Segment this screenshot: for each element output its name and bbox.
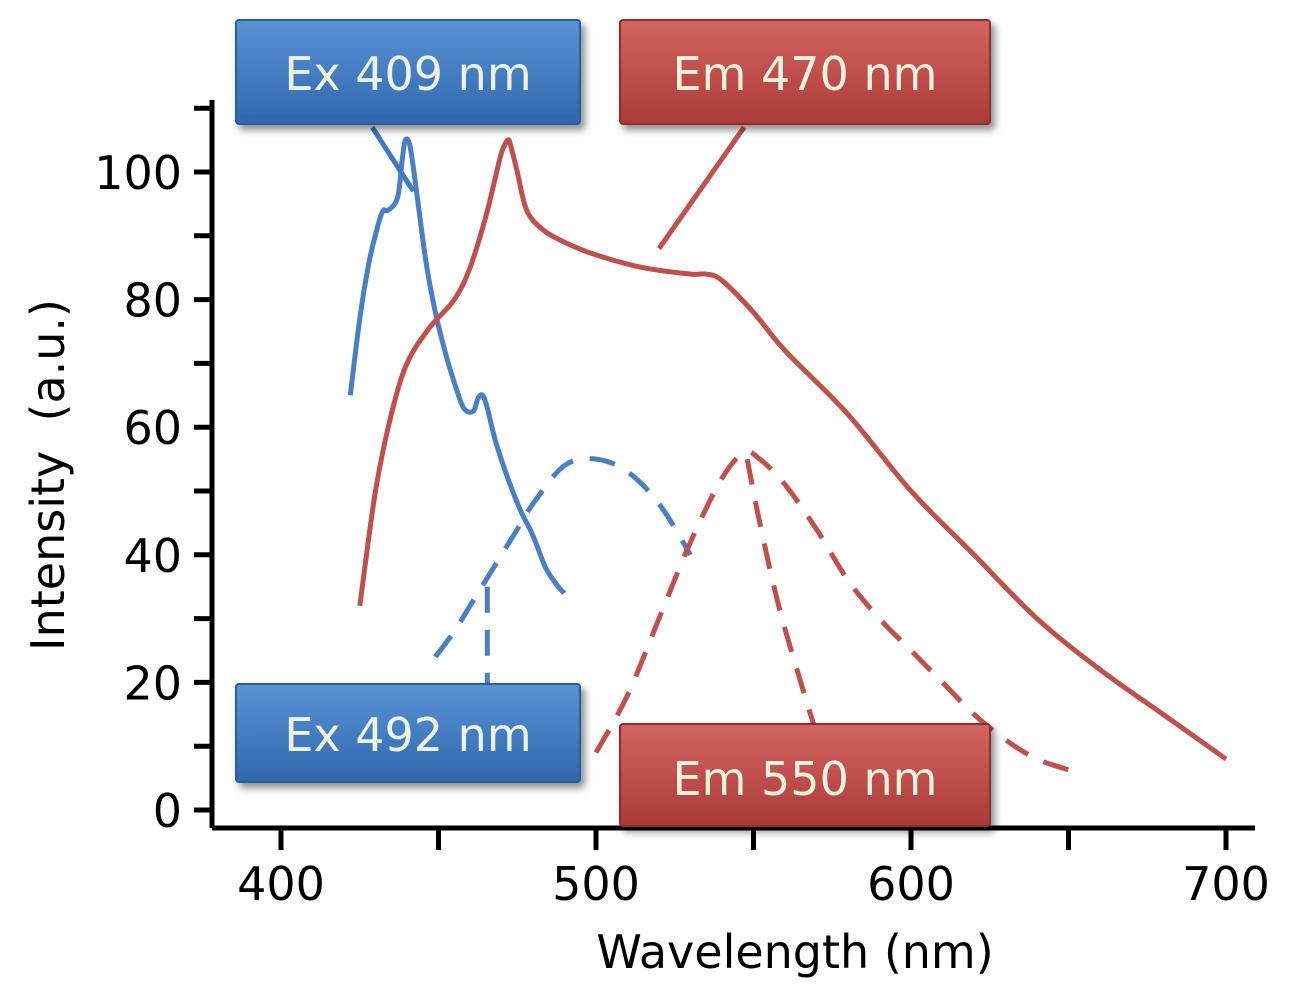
callout-em-550-label: Em 550 nm: [673, 752, 938, 806]
series-em-470-nm-line: [357, 137, 1228, 762]
leader-line-1: [656, 125, 747, 250]
callout-em-470-label: Em 470 nm: [673, 47, 938, 101]
series-ex-409-nm-line: [347, 136, 567, 595]
x-tick-label-400: 400: [237, 857, 325, 911]
y-ticks: 0 20 40 60 80 100: [94, 105, 212, 838]
x-tick-label-700: 700: [1182, 857, 1270, 911]
series-em-550-nm-line: [593, 449, 1076, 775]
y-tick-label-20: 20: [123, 656, 182, 710]
x-ticks: 400 500 600 700: [237, 828, 1270, 911]
y-tick-label-40: 40: [123, 529, 182, 583]
callout-ex-409: Ex 409 nm: [235, 19, 581, 125]
y-tick-label-60: 60: [123, 401, 182, 455]
callout-boxes: Ex 409 nm Em 470 nm Ex 492 nm Em 550 nm: [235, 19, 991, 827]
x-tick-label-500: 500: [552, 857, 640, 911]
y-tick-label-0: 0: [153, 784, 182, 838]
leader-line-0: [370, 125, 416, 193]
callout-ex-409-label: Ex 409 nm: [284, 47, 531, 101]
series-em-550-nm-guide-line: [744, 458, 819, 735]
series-ex-492-nm-line: [433, 456, 693, 659]
y-tick-label-80: 80: [123, 274, 182, 328]
leader-layer: [370, 125, 747, 250]
y-tick-label-100: 100: [94, 146, 182, 200]
x-axis-title: Wavelength (nm): [596, 925, 993, 979]
callout-em-550: Em 550 nm: [619, 723, 991, 827]
callout-ex-492: Ex 492 nm: [235, 683, 581, 783]
series-layer: [347, 136, 1228, 775]
axes: 400 500 600 700 0 20 40 60 80 100: [94, 100, 1270, 911]
y-axis-title: Intensity (a.u.): [21, 299, 75, 651]
callout-em-470: Em 470 nm: [619, 19, 991, 125]
callout-ex-492-label: Ex 492 nm: [284, 708, 531, 762]
x-tick-label-600: 600: [867, 857, 955, 911]
